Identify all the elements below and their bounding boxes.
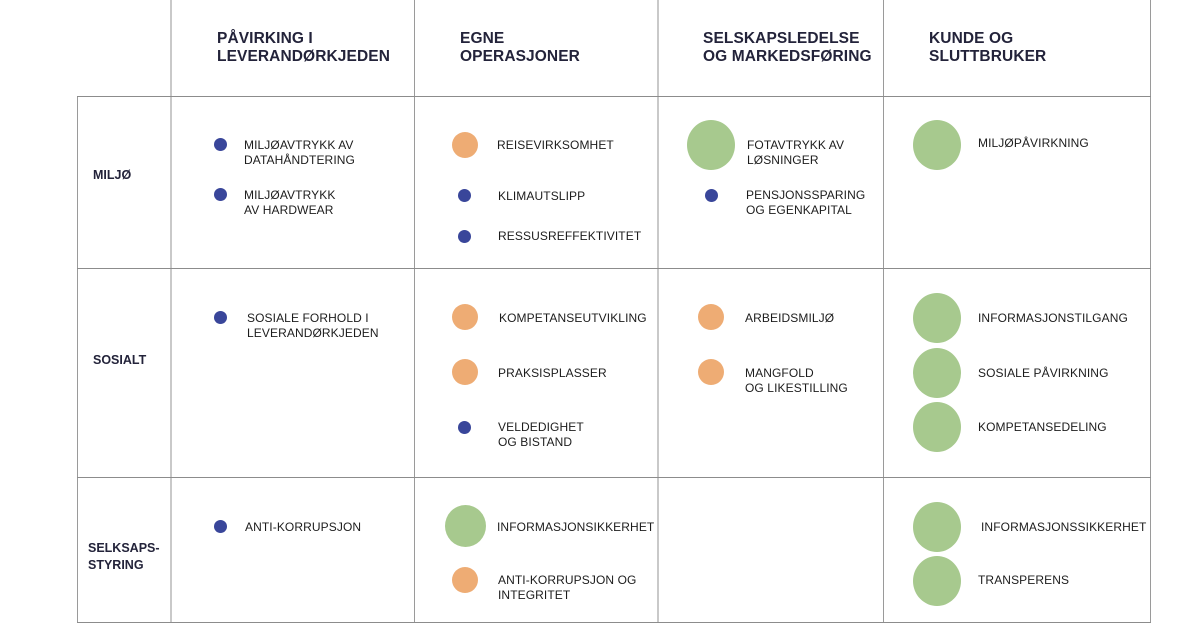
impact-dot-large: [913, 556, 961, 606]
topic-label: MILJØPÅVIRKNING: [978, 136, 1089, 150]
topic-label: FOTAVTRYKK AV LØSNINGER: [747, 138, 845, 167]
topic-label: PRAKSISPLASSER: [498, 366, 607, 380]
impact-dot-large: [687, 120, 735, 170]
impact-dot-small: [214, 138, 227, 151]
topic-label: MILJØAVTRYKK AV HARDWEAR: [244, 188, 336, 217]
impact-dot-medium: [452, 567, 478, 593]
impact-dot-small: [214, 520, 227, 533]
topic-label: KLIMAUTSLIPP: [498, 189, 586, 203]
grid-line-horizontal: [77, 96, 1151, 97]
impact-dot-small: [214, 188, 227, 201]
impact-dot-small: [214, 311, 227, 324]
topic-label: INFORMASJONSIKKERHET: [497, 520, 655, 534]
grid-line-horizontal: [77, 622, 1151, 623]
impact-dot-medium: [452, 304, 478, 330]
grid-line-vertical: [414, 0, 415, 623]
impact-dot-large: [445, 505, 486, 547]
column-header-customer: KUNDE OG SLUTTBRUKER: [929, 30, 1047, 65]
impact-dot-large: [913, 402, 961, 452]
grid-line-vertical: [170, 0, 172, 623]
topic-label: REISEVIRKSOMHET: [497, 138, 614, 152]
impact-dot-medium: [452, 132, 478, 158]
grid-line-vertical: [883, 0, 884, 623]
impact-dot-medium: [698, 304, 724, 330]
topic-label: ANTI-KORRUPSJON: [245, 520, 362, 534]
grid-line-vertical: [77, 96, 78, 623]
column-header-supply-chain: PÅVIRKING I LEVERANDØRKJEDEN: [217, 30, 390, 65]
topic-label: INFORMASJONSTILGANG: [978, 311, 1128, 325]
impact-dot-medium: [698, 359, 724, 385]
topic-label: VELDEDIGHET OG BISTAND: [498, 420, 584, 449]
topic-label: MILJØAVTRYKK AV DATAHÅNDTERING: [244, 138, 355, 167]
topic-label: INFORMASJONSSIKKERHET: [981, 520, 1147, 534]
impact-dot-medium: [452, 359, 478, 385]
impact-dot-large: [913, 293, 961, 343]
topic-label: KOMPETANSEUTVIKLING: [499, 311, 647, 325]
topic-label: ANTI-KORRUPSJON OG INTEGRITET: [498, 573, 637, 602]
topic-label: MANGFOLD OG LIKESTILLING: [745, 366, 848, 395]
grid-line-horizontal: [77, 477, 1151, 478]
impact-dot-small: [458, 230, 471, 243]
topic-label: SOSIALE PÅVIRKNING: [978, 366, 1109, 380]
impact-dot-large: [913, 120, 961, 170]
impact-dot-large: [913, 502, 961, 552]
row-header-social: SOSIALT: [93, 353, 147, 367]
impact-dot-small: [705, 189, 718, 202]
impact-dot-small: [458, 421, 471, 434]
row-header-environment: MILJØ: [93, 168, 132, 182]
grid-line-vertical: [657, 0, 659, 623]
topic-label: ARBEIDSMILJØ: [745, 311, 835, 325]
impact-dot-small: [458, 189, 471, 202]
topic-label: SOSIALE FORHOLD I LEVERANDØRKJEDEN: [247, 311, 379, 340]
topic-label: RESSUSREFFEKTIVITET: [498, 229, 642, 243]
impact-dot-large: [913, 348, 961, 398]
grid-line-horizontal: [77, 268, 1151, 269]
topic-label: KOMPETANSEDELING: [978, 420, 1107, 434]
topic-label: PENSJONSSPARING OG EGENKAPITAL: [746, 188, 866, 217]
column-header-governance-marketing: SELSKAPSLEDELSE OG MARKEDSFØRING: [703, 30, 872, 65]
grid-line-vertical: [1150, 0, 1151, 623]
column-header-own-operations: EGNE OPERASJONER: [460, 30, 580, 65]
topic-label: TRANSPERENS: [978, 573, 1070, 587]
row-header-governance: SELKSAPS- STYRING: [88, 541, 160, 572]
